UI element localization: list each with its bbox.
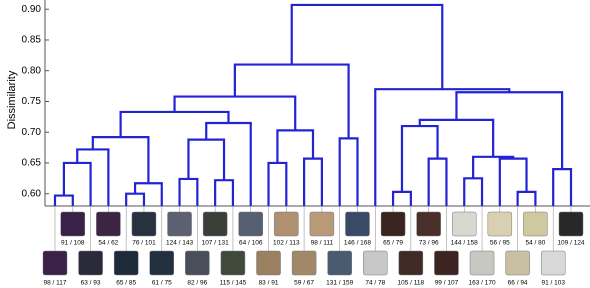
leaf-label: 91 / 108 (61, 240, 85, 247)
leaf-label: 124 / 143 (166, 240, 193, 247)
thumbnail (78, 250, 103, 276)
link (91, 136, 150, 184)
thumbnail (42, 250, 68, 276)
link (338, 137, 359, 206)
leaf-label: 91 / 103 (541, 280, 565, 287)
link (133, 182, 163, 206)
leaf-label: 54 / 62 (98, 240, 118, 247)
y-tick-label: 0.80 (22, 65, 42, 76)
thumbnail (380, 211, 406, 237)
link (53, 194, 74, 206)
thumbnail (274, 211, 299, 237)
leaf-label: 63 / 93 (81, 280, 101, 287)
leaf-label: 74 / 78 (365, 280, 385, 287)
link (178, 177, 199, 206)
leaf-label: 65 / 79 (383, 240, 403, 247)
leaf-label: 105 / 118 (398, 280, 425, 287)
leaf-label: 99 / 107 (435, 280, 459, 287)
link (516, 190, 537, 206)
link (552, 168, 573, 206)
link (391, 190, 412, 206)
leaf-label: 73 / 96 (419, 240, 439, 247)
y-tick-label: 0.75 (22, 96, 42, 107)
thumbnail (416, 211, 441, 237)
thumbnail (505, 250, 530, 276)
leaf-label: 64 / 106 (239, 240, 263, 247)
thumbnail (309, 211, 335, 237)
thumbnail (540, 250, 566, 276)
leaf-label: 76 / 101 (132, 240, 156, 247)
thumbnail (451, 211, 477, 237)
link (125, 192, 146, 206)
thumbnail (363, 250, 388, 276)
leaf-label: 98 / 117 (43, 280, 66, 287)
thumbnail (523, 211, 548, 237)
thumbnail (256, 250, 281, 276)
link (119, 110, 230, 138)
thumbnail (113, 250, 139, 276)
thumbnail (327, 250, 352, 276)
link (498, 157, 528, 206)
leaf-label: 82 / 96 (187, 280, 207, 287)
thumbnail (558, 211, 584, 237)
leaf-label: 66 / 94 (508, 280, 528, 287)
y-tick-label: 0.70 (22, 127, 42, 138)
thumbnail (238, 211, 263, 237)
link (76, 148, 110, 206)
thumbnail (398, 250, 424, 276)
thumbnail (220, 250, 246, 276)
link (62, 161, 92, 206)
leaf-label: 107 / 131 (202, 240, 229, 247)
leaf-label: 144 / 158 (451, 240, 478, 247)
thumbnail (131, 211, 157, 237)
thumbnail (60, 211, 86, 237)
thumbnail (96, 211, 121, 237)
link (173, 95, 297, 131)
leaf-label: 131 / 159 (326, 280, 353, 287)
leaf-label: 83 / 91 (259, 280, 279, 287)
y-tick-label: 0.90 (22, 4, 42, 15)
thumbnail (469, 250, 495, 276)
thumbnail (434, 250, 459, 276)
y-axis-label: Dissimilarity (6, 70, 18, 129)
leaf-label: 115 / 145 (220, 280, 247, 287)
y-tick-label: 0.65 (22, 158, 42, 169)
leaf-label: 109 / 124 (557, 240, 584, 247)
link (290, 3, 444, 90)
leaf-label: 59 / 67 (294, 280, 314, 287)
thumbnail (345, 211, 370, 237)
link (427, 157, 448, 206)
thumbnail (487, 211, 513, 237)
leaf-label: 56 / 95 (490, 240, 510, 247)
leaf-label: 102 / 113 (273, 240, 300, 247)
leaf-label: 65 / 85 (116, 280, 136, 287)
thumbnail (202, 211, 228, 237)
link (205, 121, 252, 206)
link (472, 155, 515, 179)
link (400, 124, 439, 192)
link (187, 138, 226, 181)
thumbnail (291, 250, 317, 276)
leaf-label: 163 / 170 (468, 280, 495, 287)
thumbnail (185, 250, 210, 276)
leaf-label: 98 / 111 (311, 240, 334, 247)
link (214, 179, 235, 206)
link (267, 161, 288, 206)
link (463, 177, 484, 206)
leaf-label: 146 / 168 (344, 240, 371, 247)
y-tick-label: 0.60 (22, 188, 42, 199)
link (233, 63, 350, 139)
leaf-label: 61 / 75 (152, 280, 172, 287)
thumbnail (167, 211, 192, 237)
link (303, 157, 323, 206)
thumbnail (149, 250, 175, 276)
leaf-label: 54 / 80 (525, 240, 545, 247)
link (374, 88, 511, 206)
y-tick-label: 0.85 (22, 35, 42, 46)
